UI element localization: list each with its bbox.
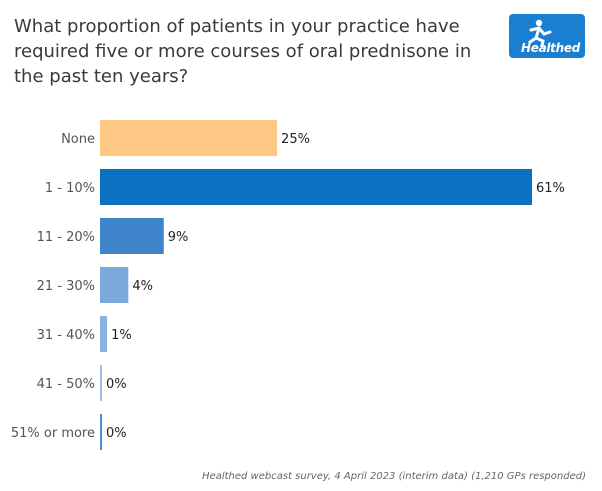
value-label: 25%: [281, 132, 310, 147]
value-label: 61%: [536, 181, 565, 196]
bar: [100, 267, 129, 303]
category-label: 11 - 20%: [37, 230, 95, 245]
category-label: 21 - 30%: [37, 279, 95, 294]
category-label: 41 - 50%: [37, 377, 95, 392]
value-label: 4%: [132, 279, 153, 294]
value-label: 1%: [111, 328, 132, 343]
bar: [100, 120, 278, 156]
category-label: None: [61, 132, 95, 147]
category-label: 31 - 40%: [37, 328, 95, 343]
value-label: 9%: [168, 230, 189, 245]
logo-text: Healthed: [520, 41, 580, 55]
bar: [100, 169, 532, 205]
category-label: 1 - 10%: [45, 181, 95, 196]
chart-title: What proportion of patients in your prac…: [14, 16, 472, 87]
bar: [100, 316, 108, 352]
source-note: Healthed webcast survey, 4 April 2023 (i…: [202, 471, 586, 482]
bar: [100, 365, 102, 401]
value-label: 0%: [106, 377, 127, 392]
category-label: 51% or more: [11, 426, 95, 441]
bar-chart: None 25% 1 - 10% 61% 11 - 20% 9% 21 - 30% 4% 31 …: [11, 120, 565, 450]
bar: [100, 218, 164, 254]
bar: [100, 414, 102, 450]
value-label: 0%: [106, 426, 127, 441]
runner-icon: [528, 19, 552, 48]
healthed-logo: Healthed: [509, 14, 585, 58]
